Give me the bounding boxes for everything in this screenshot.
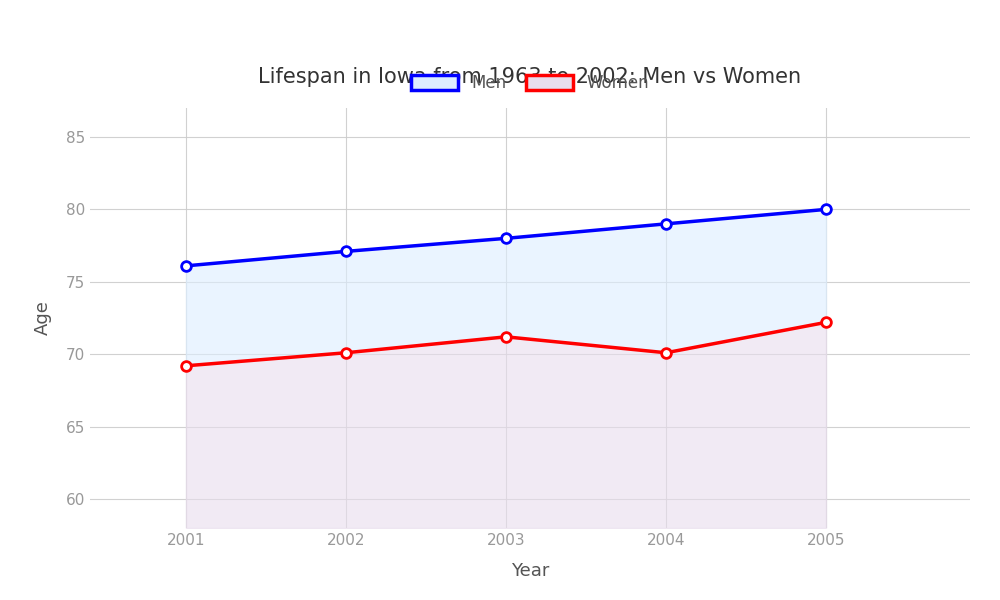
Legend: Men, Women: Men, Women [403,66,657,101]
Title: Lifespan in Iowa from 1963 to 2002: Men vs Women: Lifespan in Iowa from 1963 to 2002: Men … [258,67,802,87]
X-axis label: Year: Year [511,562,549,580]
Y-axis label: Age: Age [34,301,52,335]
